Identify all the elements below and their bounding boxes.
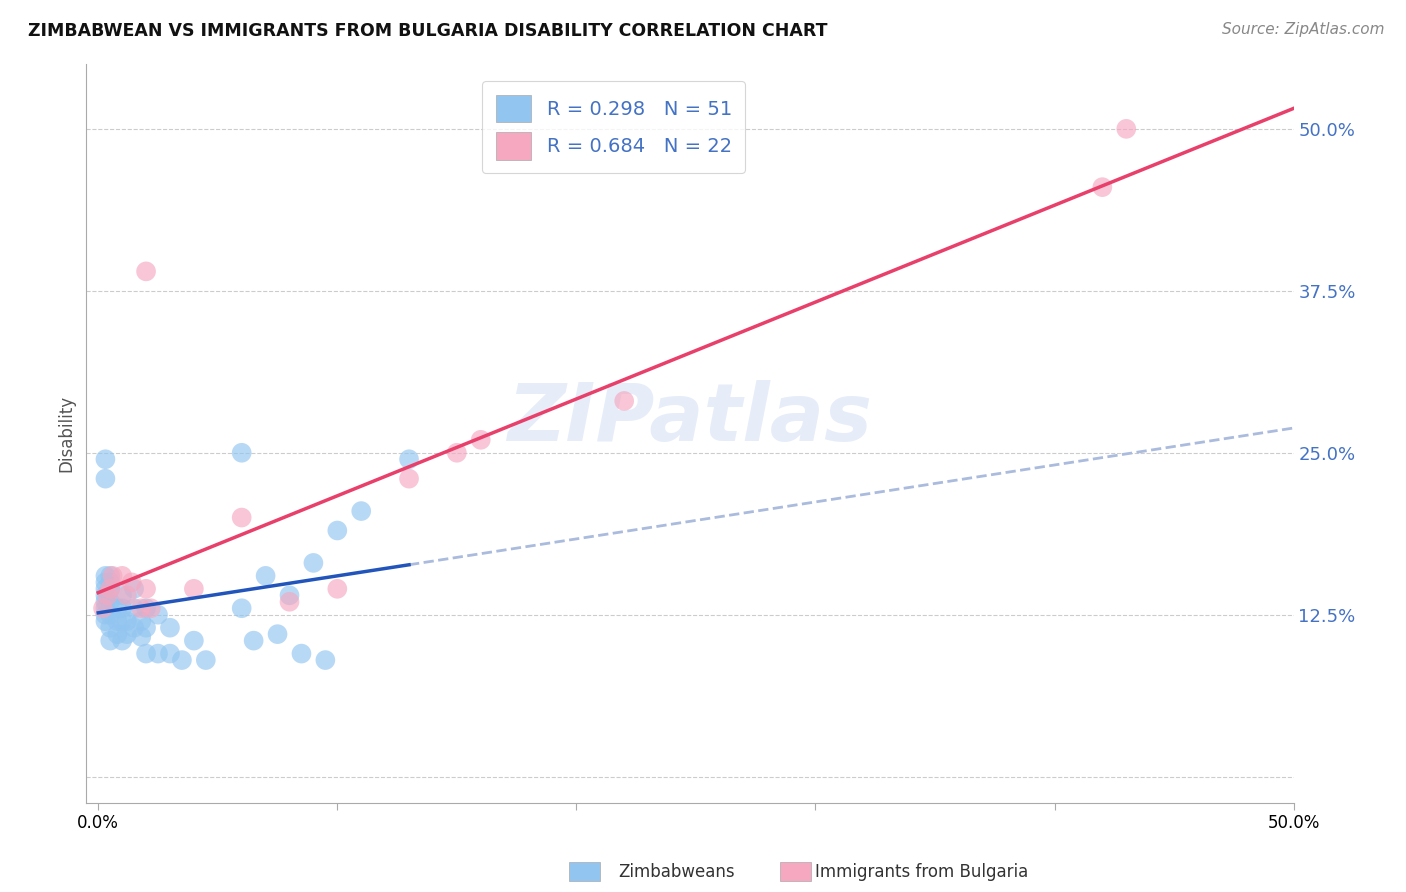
- Point: [446, 446, 468, 460]
- Point: [105, 614, 128, 628]
- Point: [350, 504, 373, 518]
- Point: [129, 601, 152, 615]
- Point: [115, 627, 138, 641]
- Point: [242, 633, 264, 648]
- Point: [290, 647, 312, 661]
- Point: [183, 633, 205, 648]
- Point: [98, 607, 121, 622]
- Point: [98, 575, 121, 590]
- Point: [111, 569, 134, 583]
- Point: [470, 433, 492, 447]
- Point: [94, 472, 117, 486]
- Point: [121, 575, 143, 590]
- Point: [398, 452, 420, 467]
- Legend: R = 0.298   N = 51, R = 0.684   N = 22: R = 0.298 N = 51, R = 0.684 N = 22: [482, 81, 745, 173]
- Point: [159, 621, 181, 635]
- Text: ZIMBABWEAN VS IMMIGRANTS FROM BULGARIA DISABILITY CORRELATION CHART: ZIMBABWEAN VS IMMIGRANTS FROM BULGARIA D…: [28, 22, 828, 40]
- Point: [170, 653, 193, 667]
- Point: [94, 595, 117, 609]
- Point: [94, 575, 117, 590]
- Point: [98, 582, 121, 596]
- Point: [94, 569, 117, 583]
- Point: [91, 601, 114, 615]
- Point: [266, 627, 288, 641]
- Point: [1091, 180, 1114, 194]
- Point: [94, 614, 117, 628]
- Point: [139, 601, 162, 615]
- Point: [159, 647, 181, 661]
- Point: [94, 588, 117, 602]
- Point: [231, 446, 253, 460]
- Point: [398, 472, 420, 486]
- Point: [105, 627, 128, 641]
- Point: [111, 588, 134, 602]
- Point: [129, 630, 152, 644]
- Point: [135, 647, 157, 661]
- Point: [98, 595, 121, 609]
- Y-axis label: Disability: Disability: [58, 395, 75, 472]
- Point: [98, 621, 121, 635]
- Point: [94, 582, 117, 596]
- Point: [122, 601, 145, 615]
- Point: [135, 264, 157, 278]
- Point: [94, 452, 117, 467]
- Point: [314, 653, 336, 667]
- Point: [97, 588, 120, 602]
- Point: [135, 621, 157, 635]
- Point: [111, 614, 134, 628]
- Point: [183, 582, 205, 596]
- Point: [111, 601, 134, 615]
- Point: [129, 614, 152, 628]
- Point: [94, 601, 117, 615]
- Point: [98, 582, 121, 596]
- Point: [115, 614, 138, 628]
- Point: [122, 621, 145, 635]
- Point: [302, 556, 325, 570]
- Point: [105, 601, 128, 615]
- Text: Immigrants from Bulgaria: Immigrants from Bulgaria: [815, 863, 1029, 881]
- Point: [135, 601, 157, 615]
- Text: Zimbabweans: Zimbabweans: [619, 863, 735, 881]
- Point: [613, 393, 636, 408]
- Point: [115, 588, 138, 602]
- Text: ZIPatlas: ZIPatlas: [508, 380, 873, 458]
- Point: [101, 569, 124, 583]
- Point: [231, 601, 253, 615]
- Point: [278, 588, 301, 602]
- Text: Source: ZipAtlas.com: Source: ZipAtlas.com: [1222, 22, 1385, 37]
- Point: [1115, 121, 1137, 136]
- Point: [122, 582, 145, 596]
- Point: [326, 582, 349, 596]
- Point: [146, 647, 169, 661]
- Point: [146, 607, 169, 622]
- Point: [231, 510, 253, 524]
- Point: [98, 633, 121, 648]
- Point: [254, 569, 277, 583]
- Point: [111, 633, 134, 648]
- Point: [98, 569, 121, 583]
- Point: [194, 653, 217, 667]
- Point: [94, 607, 117, 622]
- Point: [326, 524, 349, 538]
- Point: [135, 582, 157, 596]
- Point: [278, 595, 301, 609]
